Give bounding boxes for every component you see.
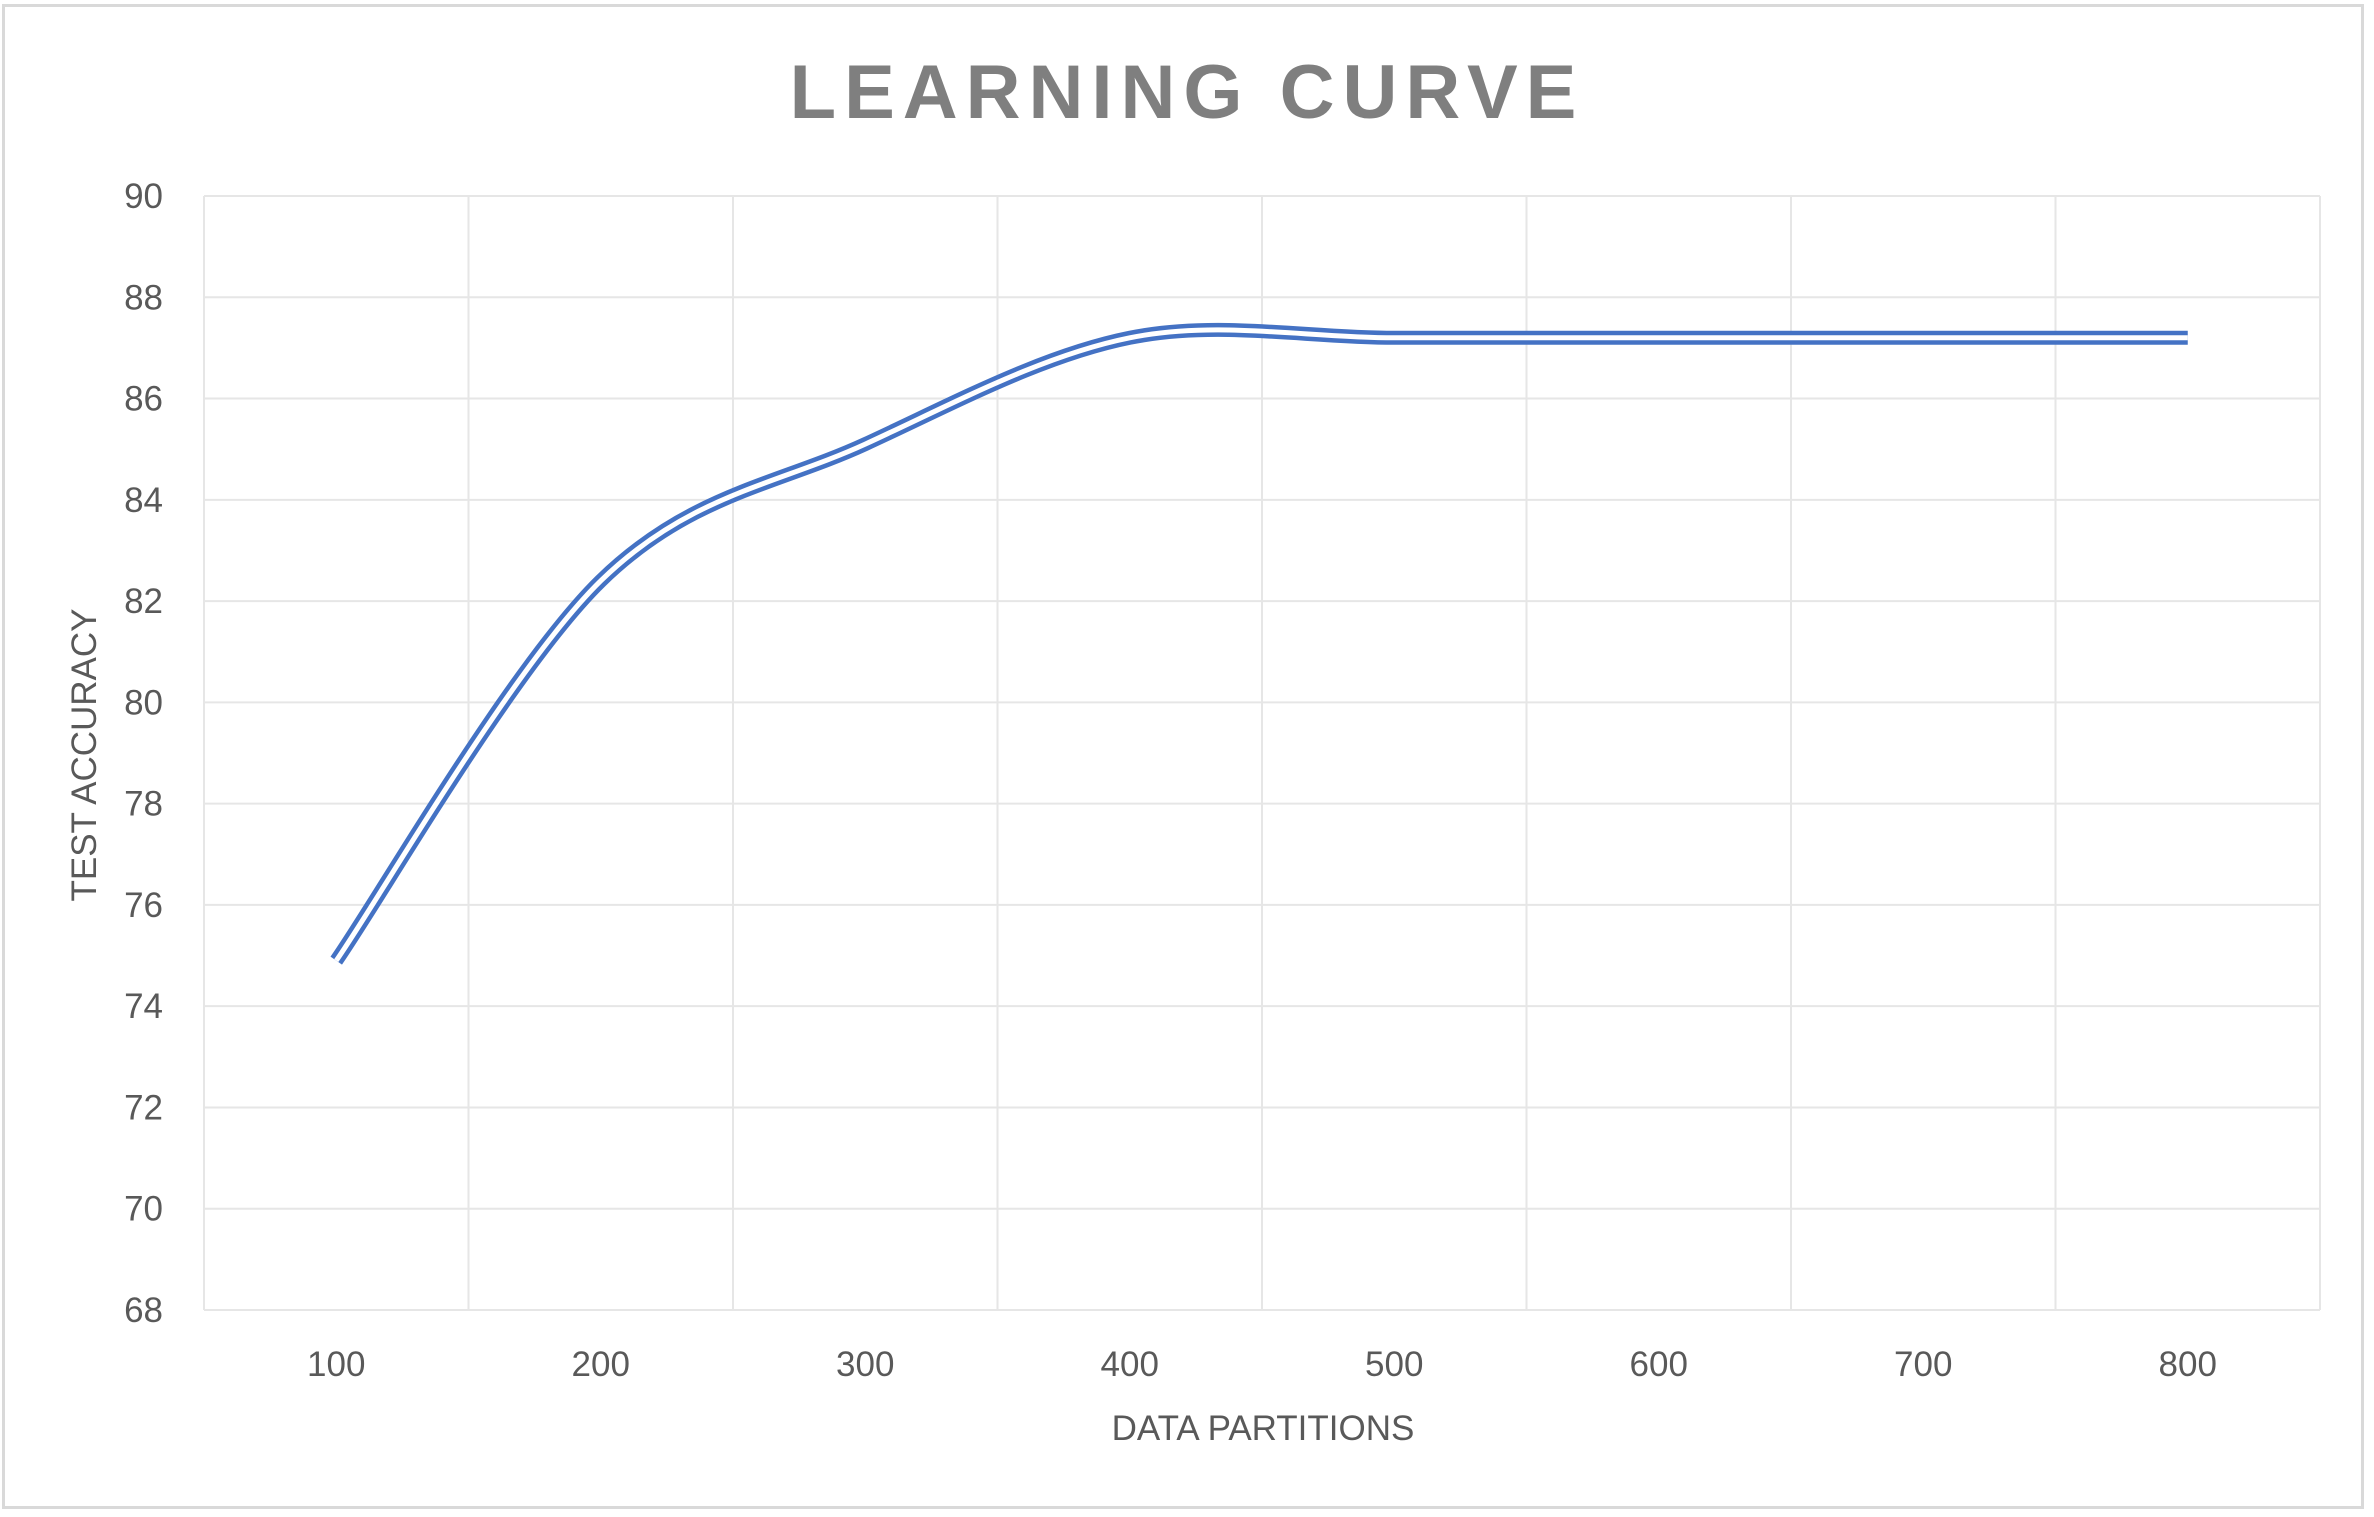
- y-tick-label: 76: [124, 886, 163, 925]
- y-tick-label: 82: [124, 582, 163, 621]
- y-axis-label: TEST ACCURACY: [65, 608, 104, 901]
- y-tick-label: 80: [124, 683, 163, 722]
- y-tick-label: 78: [124, 785, 163, 824]
- y-tick-label: 90: [124, 177, 163, 216]
- y-tick-label: 88: [124, 278, 163, 317]
- y-tick-label: 70: [124, 1190, 163, 1229]
- chart-frame: [2, 4, 2364, 1509]
- x-tick-label: 500: [1365, 1345, 1423, 1384]
- x-tick-label: 400: [1101, 1345, 1159, 1384]
- x-tick-label: 800: [2159, 1345, 2217, 1384]
- y-tick-label: 68: [124, 1291, 163, 1330]
- x-tick-label: 200: [572, 1345, 630, 1384]
- x-tick-label: 300: [836, 1345, 894, 1384]
- series-group: [330, 322, 2188, 965]
- y-tick-label: 84: [124, 481, 163, 520]
- y-tick-label: 74: [124, 987, 163, 1026]
- series-line-inner: [334, 327, 2188, 963]
- y-tick-label: 86: [124, 380, 163, 419]
- x-tick-label: 600: [1630, 1345, 1688, 1384]
- chart-title: LEARNING CURVE: [790, 50, 1585, 135]
- grid: [203, 195, 2321, 1311]
- y-tick-label: 72: [124, 1088, 163, 1127]
- x-tick-labels: 100 200 300 400 500 600 700 800: [307, 1345, 2217, 1384]
- x-tick-label: 100: [307, 1345, 365, 1384]
- y-tick-labels: 68 70 72 74 76 78 80 82 84 86 88 90: [124, 177, 163, 1330]
- x-tick-label: 700: [1894, 1345, 1952, 1384]
- x-axis-label: DATA PARTITIONS: [1112, 1409, 1415, 1448]
